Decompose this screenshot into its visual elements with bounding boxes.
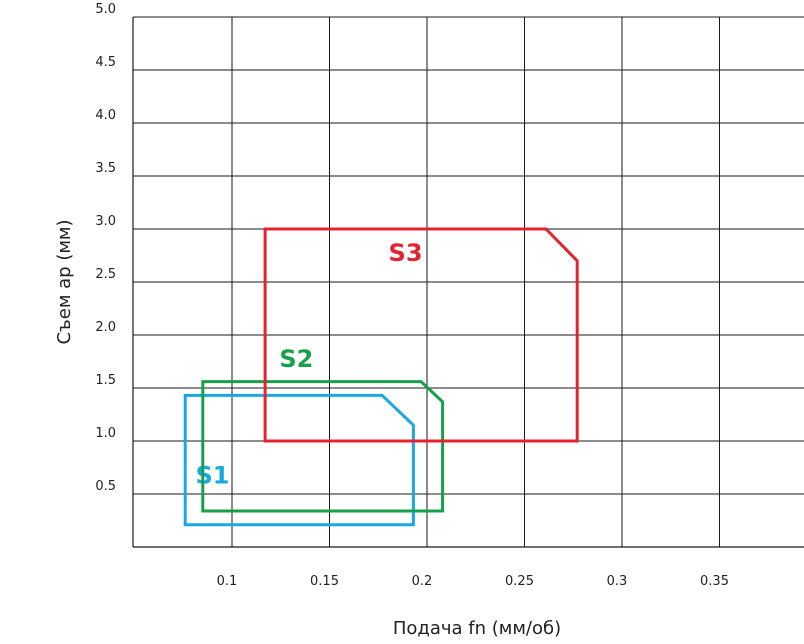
y-tick-label: 3.0: [95, 214, 116, 229]
y-tick-label: 2.5: [95, 267, 116, 282]
y-tick-label: 0.5: [95, 479, 116, 494]
y-tick-label: 5.0: [95, 2, 116, 17]
y-tick-label: 1.0: [95, 426, 116, 441]
y-tick-labels: 0.5 1.0 1.5 2.0 2.5 3.0 3.5 4.0 4.5 5.0: [95, 2, 116, 494]
x-tick-label: 0.35: [700, 574, 729, 589]
x-tick-labels: 0.10.150.20.250.30.350.: [217, 574, 729, 589]
y-tick-label: 4.0: [95, 108, 116, 123]
y-tick-label: 4.5: [95, 55, 116, 70]
region-s3-label: S3: [389, 239, 423, 267]
grid: [132, 16, 804, 548]
region-s2-outline: [201, 380, 445, 513]
y-tick-label: 3.5: [95, 161, 116, 176]
series-regions: S1 S2 S3: [183, 227, 579, 527]
x-tick-label: 0.2: [412, 574, 433, 589]
x-tick-label: 0.1: [217, 574, 238, 589]
x-tick-label: 0.3: [607, 574, 628, 589]
x-tick-label: 0.25: [505, 574, 534, 589]
region-s3-outline: [263, 227, 579, 443]
region-s2-label: S2: [279, 345, 313, 373]
y-tick-label: 2.0: [95, 320, 116, 335]
x-tick-label: 0.15: [310, 574, 339, 589]
region-s1-outline: [183, 393, 415, 527]
region-s1-label: S1: [196, 461, 230, 489]
x-axis-title: Подача fn (мм/об): [393, 618, 561, 639]
y-axis-title: Съем ap (мм): [54, 219, 75, 344]
y-tick-label: 1.5: [95, 373, 116, 388]
